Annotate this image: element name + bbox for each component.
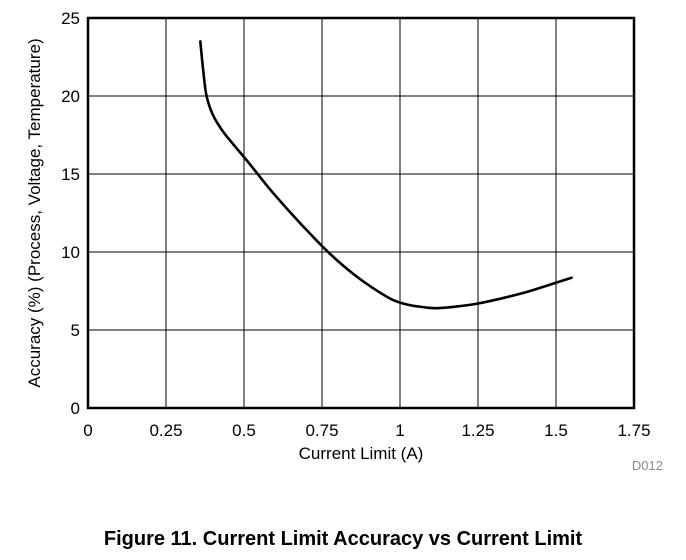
y-tick-label: 5 <box>71 321 80 340</box>
x-tick-label: 0.25 <box>149 421 182 440</box>
chart: 0 0.25 0.5 0.75 1 1.25 1.5 1.75 0 5 10 15 20 25 Curr… <box>25 9 663 473</box>
y-tick-label: 25 <box>61 9 80 28</box>
x-tick-label: 0.5 <box>232 421 256 440</box>
x-tick-label: 0.75 <box>305 421 338 440</box>
x-tick-label: 1 <box>395 421 404 440</box>
y-axis-title: Accuracy (%) (Process, Voltage, Temperat… <box>25 38 44 387</box>
x-tick-label: 1.5 <box>544 421 568 440</box>
x-tick-labels: 0 0.25 0.5 0.75 1 1.25 1.5 1.75 <box>83 421 650 440</box>
y-tick-label: 10 <box>61 243 80 262</box>
y-tick-labels: 0 5 10 15 20 25 <box>61 9 80 418</box>
x-tick-label: 1.25 <box>461 421 494 440</box>
y-tick-label: 20 <box>61 87 80 106</box>
y-tick-label: 0 <box>71 399 80 418</box>
x-axis-title: Current Limit (A) <box>299 444 424 463</box>
x-tick-label: 0 <box>83 421 92 440</box>
x-tick-label: 1.75 <box>617 421 650 440</box>
series-line <box>199 40 573 310</box>
figure-caption: Figure 11. Current Limit Accuracy vs Cur… <box>103 528 583 550</box>
series-layer <box>199 40 573 310</box>
y-tick-label: 15 <box>61 165 80 184</box>
plot-frame <box>86 16 636 410</box>
grid <box>87 17 635 409</box>
figure-code: D012 <box>632 458 663 473</box>
